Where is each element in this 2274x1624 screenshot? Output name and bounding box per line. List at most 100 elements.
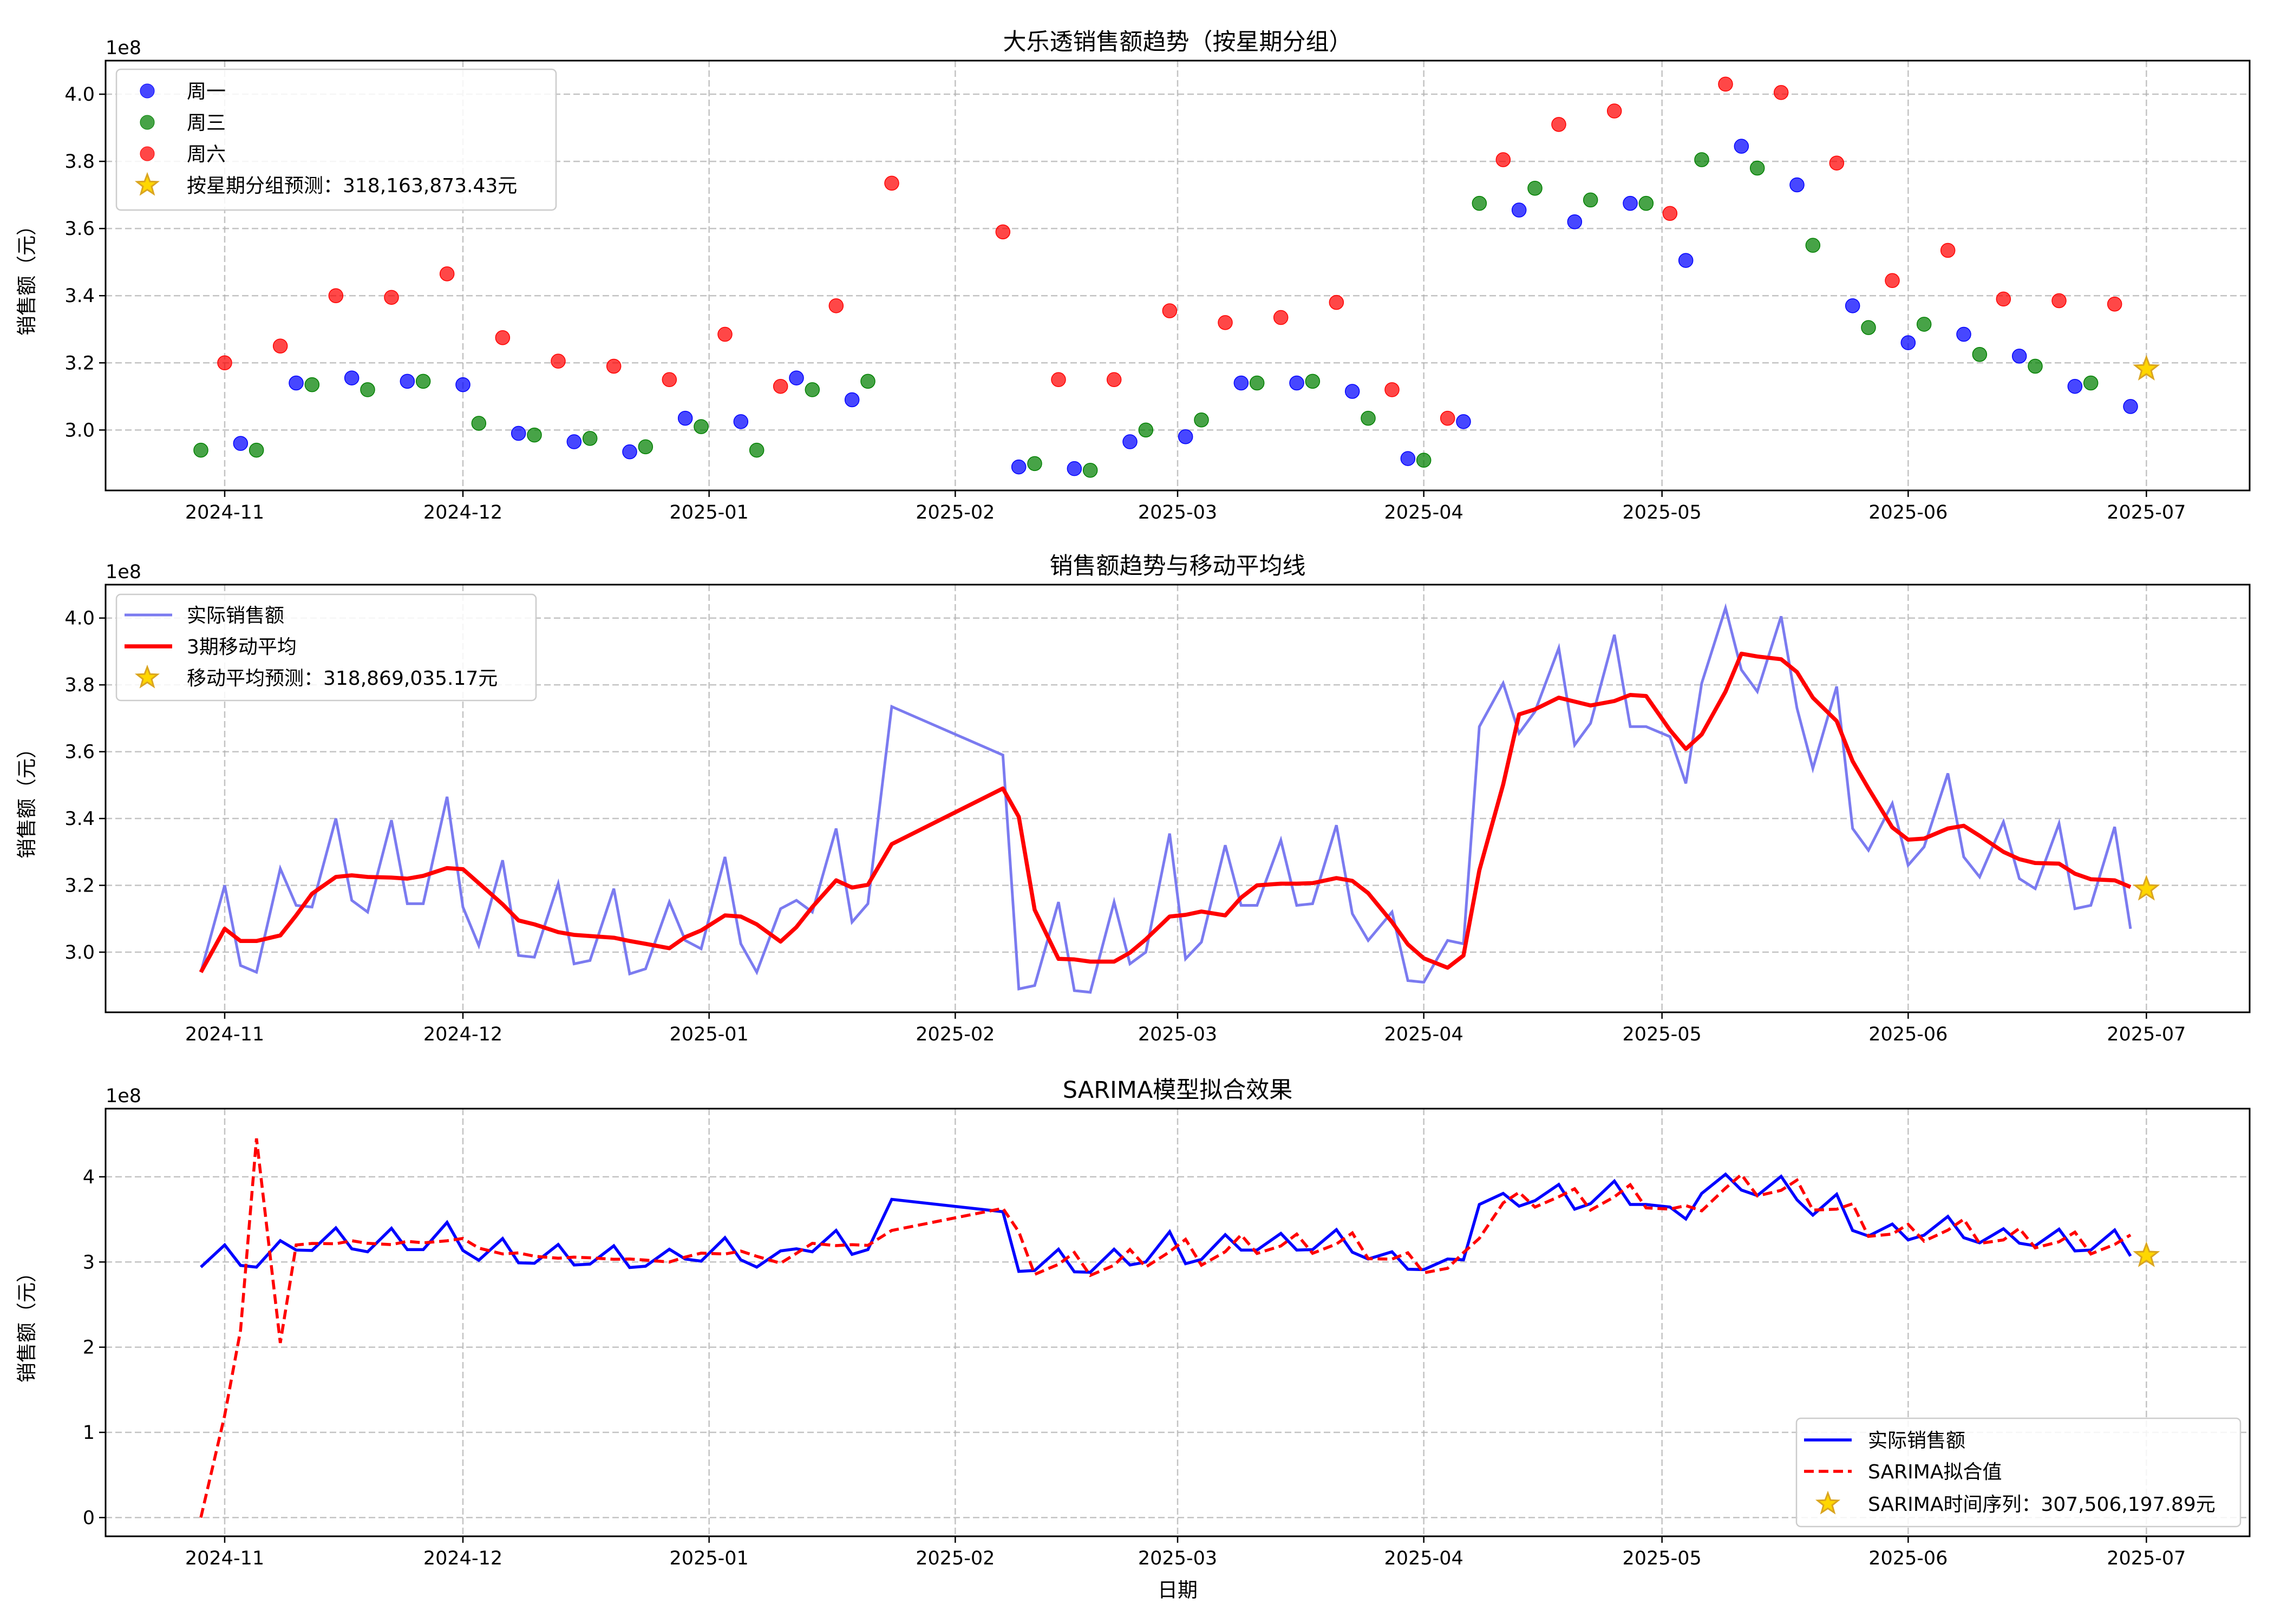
y-tick-label: 4.0 — [64, 84, 95, 106]
scatter-point-周一 — [844, 392, 860, 408]
scatter-point-周一 — [2011, 349, 2027, 364]
scatter-point-周三 — [694, 419, 709, 434]
scatter-point-周六 — [1051, 372, 1066, 388]
scatter-point-周六 — [551, 353, 566, 369]
scatter-point-周三 — [582, 431, 598, 446]
legend-box — [115, 593, 537, 702]
scatter-point-周三 — [1694, 152, 1709, 167]
scatter-point-周一 — [289, 375, 304, 391]
scatter-point-周一 — [1233, 375, 1249, 391]
scatter-point-周三 — [1972, 347, 1988, 362]
chart-panel-1: 2024-11 2024-12 2025-01 2025-02 2025-03 2025-… — [15, 29, 2251, 523]
y-tick-label: 3.4 — [64, 285, 95, 307]
scatter-point-周三 — [360, 382, 375, 397]
scatter-point-周六 — [1273, 310, 1289, 325]
scatter-point-周六 — [328, 288, 344, 303]
y-axis-label: 销售额（元） — [15, 738, 38, 859]
scatter-point-周六 — [1773, 85, 1789, 100]
scatter-point-周六 — [606, 358, 622, 374]
scatter-point-周三 — [1472, 195, 1487, 211]
scatter-point-周六 — [662, 372, 677, 388]
scatter-point-周六 — [1440, 410, 1455, 426]
scatter-point-周三 — [1138, 422, 1154, 438]
scatter-point-周三 — [1305, 374, 1321, 389]
scatter-point-周六 — [1718, 76, 1733, 92]
scatter-point-周六 — [828, 298, 844, 313]
scatter-point-周六 — [717, 326, 733, 342]
legend-marker — [140, 83, 155, 99]
y-tick-label: 3.4 — [64, 808, 95, 830]
scatter-point-周六 — [1829, 155, 1845, 171]
scatter-point-周三 — [638, 439, 654, 455]
y-tick-label: 3.0 — [64, 420, 95, 441]
scatter-point-周三 — [860, 374, 875, 389]
x-tick-label: 2024-11 — [185, 1024, 264, 1045]
scatter-point-周三 — [527, 427, 542, 443]
actual-sales-line — [200, 1172, 2132, 1274]
y-tick-label: 3.2 — [64, 875, 95, 896]
scatter-point-周一 — [400, 374, 415, 389]
x-tick-label: 2024-12 — [423, 502, 502, 523]
scatter-point-周三 — [1027, 456, 1042, 472]
legend-box — [1795, 1417, 2242, 1528]
scatter-point-周三 — [1361, 410, 1376, 426]
moving-average-line — [199, 651, 2132, 973]
scatter-point-周六 — [995, 224, 1011, 240]
scatter-point-周三 — [415, 374, 431, 389]
scatter-point-周六 — [1940, 243, 1956, 258]
scatter-point-周一 — [233, 436, 249, 451]
x-tick-label: 2025-06 — [1868, 502, 1948, 523]
y-tick-label: 4 — [83, 1167, 95, 1188]
legend-label: 实际销售额 — [187, 605, 284, 627]
scatter-point-周六 — [1384, 382, 1400, 397]
scatter-point-周一 — [1734, 139, 1749, 154]
scatter-point-周六 — [1606, 103, 1622, 119]
scatter-point-周六 — [2051, 293, 2067, 309]
legend-label: 按星期分组预测：318,163,873.43元 — [187, 175, 517, 197]
scatter-point-周六 — [1218, 315, 1233, 330]
legend-label: 周六 — [187, 143, 226, 166]
legend-marker — [140, 146, 155, 161]
scatter-point-周一 — [789, 370, 804, 385]
forecast-star — [2133, 355, 2160, 381]
x-tick-label: 2025-03 — [1138, 1024, 1217, 1045]
scatter-point-周一 — [1289, 375, 1304, 391]
x-tick-label: 2025-07 — [2107, 1024, 2186, 1045]
scatter-point-周一 — [622, 444, 637, 460]
scatter-point-周一 — [566, 434, 582, 449]
x-tick-label: 2024-11 — [185, 1548, 264, 1569]
y-scale-exponent: 1e8 — [106, 561, 141, 583]
chart-panel-3: 2024-11 2024-12 2025-01 2025-02 2025-03 2025-… — [15, 1077, 2251, 1602]
scatter-point-周三 — [1194, 412, 1209, 428]
scatter-point-周六 — [1329, 294, 1344, 310]
scatter-point-周一 — [1956, 326, 1971, 342]
scatter-point-周六 — [272, 338, 288, 354]
x-tick-label: 2025-02 — [916, 502, 995, 523]
scatter-point-周三 — [749, 442, 764, 458]
scatter-point-周一 — [511, 425, 526, 441]
scatter-point-周一 — [1178, 429, 1193, 444]
x-tick-label: 2024-12 — [423, 1024, 502, 1045]
scatter-point-周六 — [217, 355, 232, 371]
scatter-point-周六 — [439, 266, 455, 281]
y-tick-label: 3.0 — [64, 942, 95, 964]
y-tick-label: 3.6 — [64, 218, 95, 240]
x-tick-label: 2025-05 — [1623, 502, 1702, 523]
x-tick-label: 2025-06 — [1868, 1548, 1948, 1569]
scatter-point-周一 — [455, 377, 471, 392]
x-tick-label: 2025-01 — [670, 1548, 749, 1569]
x-tick-label: 2025-02 — [916, 1548, 995, 1569]
scatter-point-周六 — [1885, 273, 1900, 289]
scatter-point-周一 — [1344, 384, 1360, 399]
scatter-point-周六 — [1662, 206, 1678, 221]
scatter-point-周一 — [2067, 378, 2083, 394]
scatter-point-周六 — [1996, 291, 2011, 307]
scatter-point-周三 — [193, 442, 208, 458]
axes-frame — [104, 1108, 2251, 1537]
x-tick-label: 2025-06 — [1868, 1024, 1948, 1045]
scatter-point-周一 — [344, 370, 360, 385]
y-tick-label: 4.0 — [64, 608, 95, 630]
x-tick-label: 2025-05 — [1623, 1548, 1702, 1569]
